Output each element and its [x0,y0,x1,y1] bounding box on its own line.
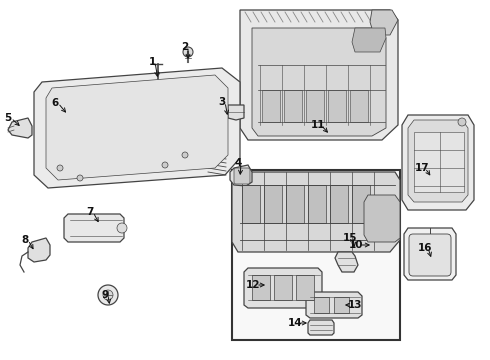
Circle shape [182,152,188,158]
Text: 9: 9 [101,290,109,300]
Circle shape [103,290,113,300]
Circle shape [162,162,168,168]
Text: 13: 13 [348,300,362,310]
Text: 10: 10 [349,240,363,250]
Bar [314,297,329,313]
Polygon shape [46,75,228,180]
Bar [306,90,324,122]
Text: 7: 7 [86,207,94,217]
Polygon shape [240,10,398,140]
Polygon shape [228,105,244,120]
Polygon shape [34,68,240,188]
Circle shape [136,116,160,140]
Text: 12: 12 [246,280,260,290]
Polygon shape [306,292,362,318]
Bar [334,297,349,313]
Text: 16: 16 [418,243,432,253]
Circle shape [117,223,127,233]
Polygon shape [404,228,456,280]
Polygon shape [352,28,386,52]
Bar [262,90,280,122]
Circle shape [183,47,193,57]
Text: 15: 15 [343,233,357,243]
Circle shape [98,285,118,305]
Text: 11: 11 [311,120,325,130]
Bar [286,185,304,223]
Polygon shape [28,238,50,262]
Polygon shape [244,268,322,308]
Bar [352,185,370,223]
Polygon shape [252,28,386,136]
Text: 1: 1 [148,57,156,67]
Bar [330,185,348,223]
FancyBboxPatch shape [234,168,250,184]
Bar [242,185,260,223]
Text: 3: 3 [219,97,225,107]
Text: 4: 4 [234,158,242,168]
Bar [296,275,314,300]
Polygon shape [64,214,124,242]
Polygon shape [408,120,468,202]
Polygon shape [370,10,398,35]
Polygon shape [48,105,72,123]
Bar [284,90,302,122]
Bar [252,275,270,300]
Bar [328,90,346,122]
Bar [274,275,292,300]
Polygon shape [335,252,358,272]
Polygon shape [8,118,32,138]
Polygon shape [402,115,474,210]
Text: 17: 17 [415,163,429,173]
Circle shape [458,118,466,126]
Bar [414,132,464,192]
Text: 2: 2 [181,42,189,52]
Polygon shape [232,172,400,252]
Bar [264,185,282,223]
Circle shape [77,175,83,181]
Circle shape [141,121,155,135]
Bar [232,170,400,340]
Bar [350,90,368,122]
Bar [308,185,326,223]
Text: 6: 6 [51,98,59,108]
FancyBboxPatch shape [409,234,451,276]
Polygon shape [364,195,400,242]
Polygon shape [308,320,334,335]
Circle shape [57,165,63,171]
Text: 8: 8 [22,235,28,245]
Text: 14: 14 [288,318,302,328]
Polygon shape [230,165,252,186]
Text: 5: 5 [4,113,12,123]
